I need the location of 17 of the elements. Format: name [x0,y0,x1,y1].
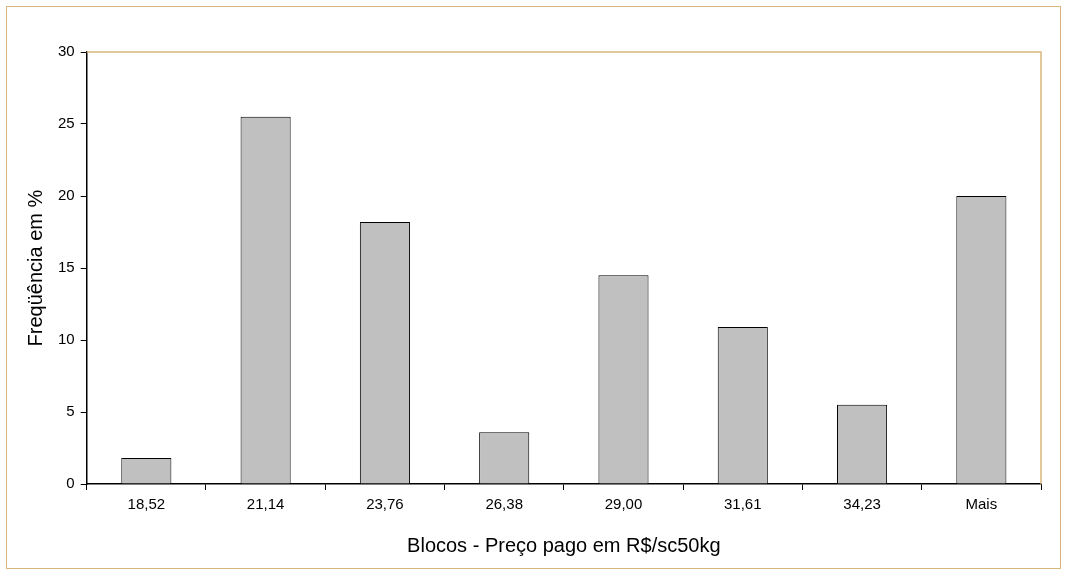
x-axis-title: Blocos - Preço pago em R$/sc50kg [407,533,721,556]
y-axis-title: Freqüência em % [23,189,46,347]
x-tick-label: 26,38 [485,495,523,513]
x-tick-label: 34,23 [843,495,881,513]
y-tick-label: 20 [58,186,75,204]
x-tick-label: 21,14 [246,495,285,513]
x-tick-label: 29,00 [604,495,643,513]
y-tick-label: 30 [58,42,75,60]
y-tick-label: 15 [58,258,75,276]
y-tick-label: 5 [66,402,75,420]
y-tick-label: 10 [58,330,75,348]
x-tick-label: Mais [965,495,998,513]
x-tick-label: 23,76 [366,495,404,513]
y-tick-label: 0 [66,474,75,492]
x-tick-label: 31,61 [724,495,762,513]
y-tick-label: 25 [58,114,75,132]
x-tick-label: 18,52 [127,495,166,513]
